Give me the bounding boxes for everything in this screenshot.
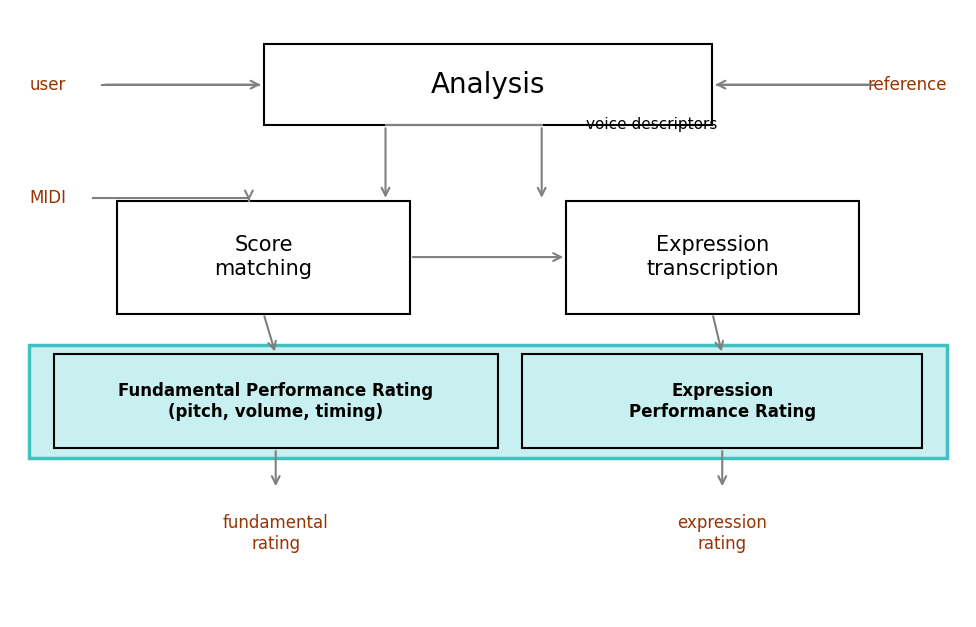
Text: Expression
Performance Rating: Expression Performance Rating (629, 382, 816, 421)
Text: Expression
transcription: Expression transcription (646, 236, 779, 278)
Bar (117, 201, 410, 314)
Text: expression
rating: expression rating (677, 514, 767, 553)
Text: fundamental
rating: fundamental rating (223, 514, 329, 553)
Text: reference: reference (868, 76, 947, 93)
Bar (566, 201, 859, 314)
Text: voice descriptors: voice descriptors (586, 117, 717, 132)
Text: user: user (29, 76, 65, 93)
Text: Score
matching: Score matching (215, 236, 312, 278)
Bar (29, 345, 947, 458)
Text: MIDI: MIDI (29, 189, 66, 206)
Bar (264, 44, 712, 125)
Bar (54, 354, 498, 448)
Text: Analysis: Analysis (430, 71, 546, 98)
Text: Fundamental Performance Rating
(pitch, volume, timing): Fundamental Performance Rating (pitch, v… (118, 382, 433, 421)
Bar (522, 354, 922, 448)
